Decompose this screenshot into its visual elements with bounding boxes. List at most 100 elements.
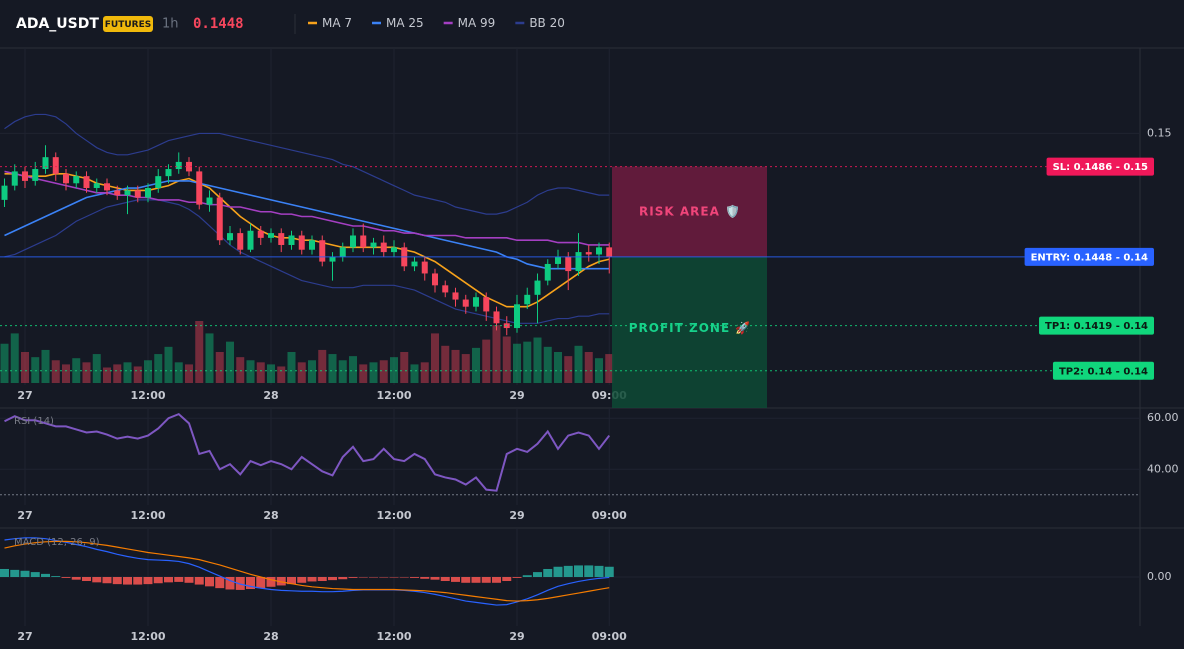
candle-body	[360, 235, 367, 248]
legend-label: MA 99	[458, 16, 496, 30]
histogram-bar	[348, 577, 358, 578]
candle-body	[585, 252, 592, 255]
volume-bar	[144, 360, 152, 383]
histogram-bar	[82, 577, 91, 582]
histogram-bar	[553, 566, 563, 577]
volume-bar	[21, 352, 29, 383]
legend-label: BB 20	[529, 16, 565, 30]
candle-body	[52, 157, 59, 174]
candle-body	[247, 230, 254, 250]
volume-bar	[328, 354, 337, 383]
histogram-bar	[594, 565, 604, 577]
volume-bar	[513, 343, 521, 383]
candle-body	[391, 247, 397, 253]
histogram-bar	[492, 577, 501, 583]
volume-bar	[267, 364, 275, 383]
level-tag	[1024, 247, 1154, 266]
candle-body	[298, 235, 305, 250]
bb-lower	[4, 199, 610, 324]
candle-body	[575, 252, 582, 272]
volume-bar	[564, 356, 573, 383]
volume-bar	[185, 364, 193, 383]
volume-bar	[318, 349, 327, 383]
histogram-bar	[102, 577, 112, 584]
candle-body	[442, 285, 449, 293]
candle-body	[565, 256, 572, 272]
histogram-bar	[225, 577, 235, 590]
x-tick-label: 27	[17, 630, 32, 643]
candle-body	[11, 171, 18, 186]
volume-bar	[277, 366, 286, 383]
histogram-bar	[256, 577, 266, 589]
volume-bar	[338, 360, 347, 383]
candle-body	[93, 183, 100, 189]
x-tick-label: 29	[509, 630, 524, 643]
candle-body	[555, 256, 561, 264]
histogram-bar	[287, 577, 296, 585]
histogram-bar	[112, 577, 122, 585]
histogram-bar	[338, 577, 348, 580]
histogram-bar	[10, 569, 20, 577]
panel-title: RSI (14)	[14, 416, 54, 427]
volume-bar	[246, 360, 255, 383]
histogram-bar	[471, 577, 481, 583]
level-tag	[1046, 157, 1154, 176]
bb-upper	[4, 113, 610, 215]
x-tick-label: 29	[509, 389, 524, 402]
level-label: SL: 0.1486 - 0.15	[1053, 162, 1148, 173]
histogram-bar	[328, 577, 337, 581]
candle-body	[524, 294, 531, 305]
candle-body	[411, 261, 418, 267]
candle-body	[452, 292, 459, 300]
histogram-bar	[451, 577, 460, 582]
volume-bar	[400, 352, 409, 383]
volume-bar	[256, 362, 265, 383]
x-tick-label: 29	[509, 509, 524, 522]
volume-bar	[554, 352, 562, 383]
x-tick-label: 12:00	[376, 389, 411, 402]
volume-bar	[297, 362, 306, 383]
candle-body	[462, 299, 469, 307]
volume-bar	[133, 366, 142, 383]
last-price: 0.1448	[193, 16, 244, 32]
level: SL: 0.1486 - 0.15	[0, 157, 1154, 176]
candle-body	[73, 176, 80, 184]
histogram-bar	[51, 576, 61, 577]
candle-body	[206, 197, 213, 205]
histogram-bar	[563, 565, 573, 577]
candle-body	[483, 297, 490, 312]
volume-bar	[533, 337, 542, 383]
candle-body	[370, 242, 377, 248]
x-tick-label: 09:00	[592, 630, 627, 643]
volume-bar	[205, 333, 214, 383]
level: TP2: 0.14 - 0.14	[0, 361, 1154, 380]
candle-body	[514, 304, 520, 329]
histogram-bar	[41, 573, 50, 577]
candle-body	[175, 161, 182, 170]
volume-bar	[308, 360, 316, 383]
histogram-bar	[297, 577, 307, 583]
histogram-bar	[574, 565, 583, 577]
histogram-bar	[71, 577, 81, 580]
volume-bar	[236, 357, 245, 383]
candle-body	[227, 233, 233, 241]
candle-body	[155, 176, 162, 189]
candle-body	[83, 176, 90, 189]
panel-title: MACD (12, 26, 9)	[14, 537, 100, 548]
candle-body	[278, 233, 285, 245]
histogram-bar	[543, 568, 553, 577]
candle-body	[22, 171, 28, 181]
histogram-bar	[369, 577, 378, 578]
candle-body	[124, 190, 131, 196]
x-tick-label: 28	[263, 630, 278, 643]
volume-bar	[584, 352, 593, 383]
level-label: TP2: 0.14 - 0.14	[1059, 366, 1148, 377]
volume-bar	[369, 362, 378, 383]
candle-body	[114, 190, 121, 196]
histogram-bar	[430, 577, 440, 580]
candle-body	[493, 311, 500, 324]
histogram-bar	[522, 575, 532, 577]
volume-bar	[154, 354, 163, 383]
candle-body	[237, 233, 244, 250]
